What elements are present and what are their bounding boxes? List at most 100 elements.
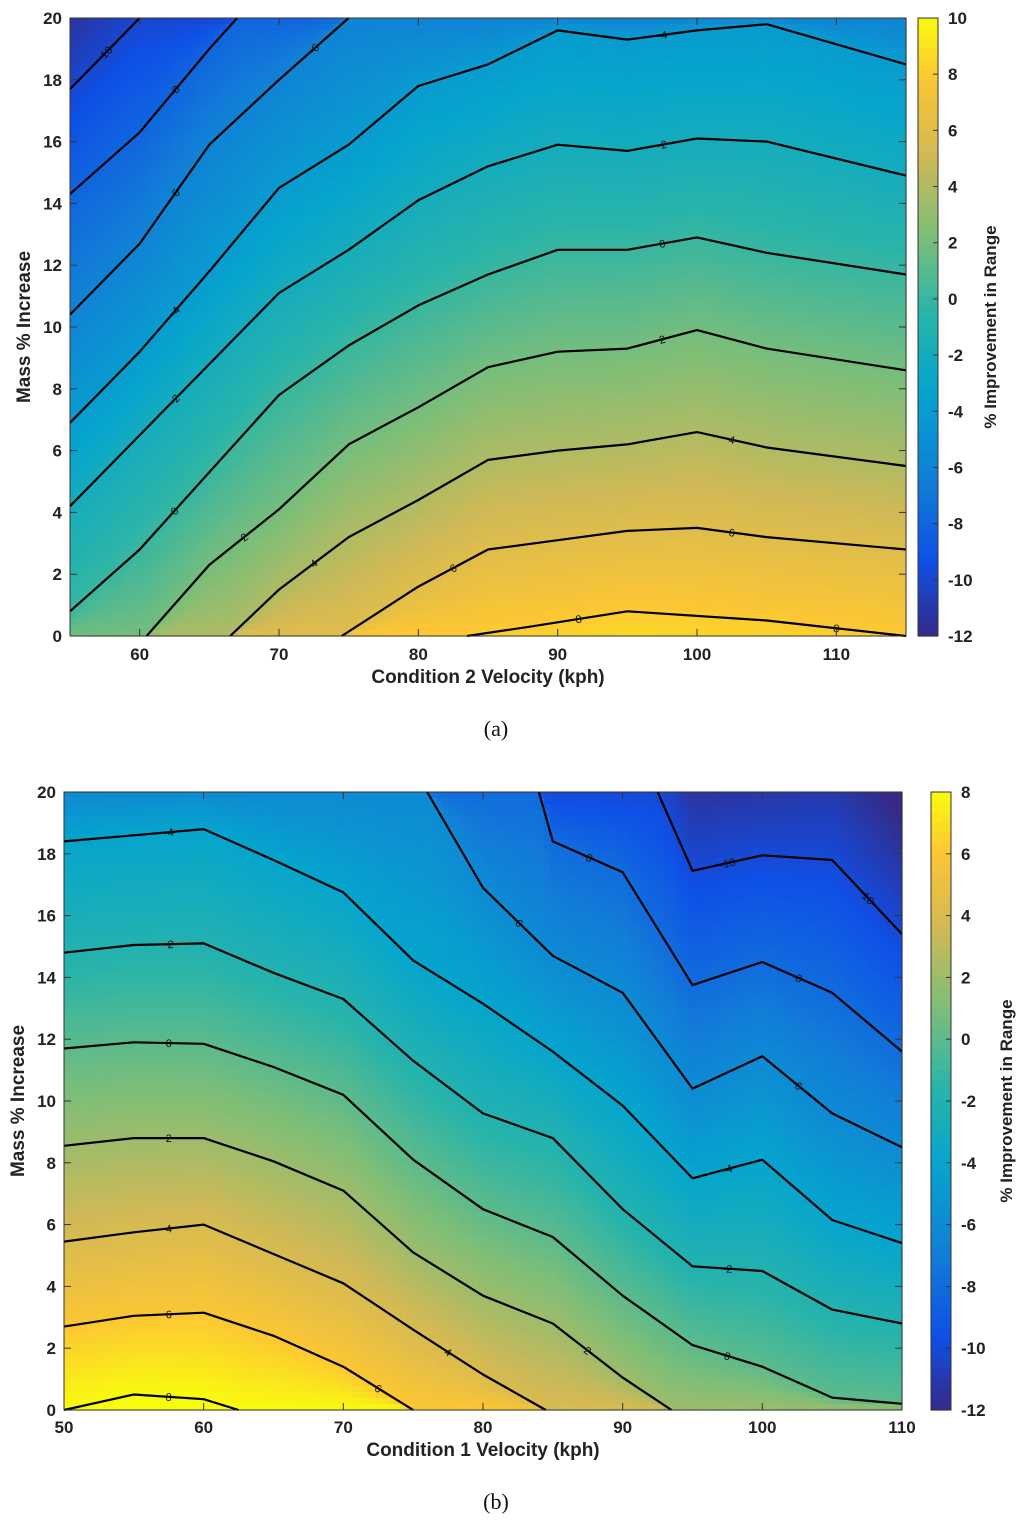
field-cell [148,30,155,37]
field-cell [100,522,107,529]
field-cell [118,306,125,313]
field-cell [118,162,125,169]
field-cell [148,204,155,211]
field-cell [94,174,101,181]
field-cell [112,480,119,487]
field-cell [142,18,149,25]
field-cell [106,216,113,223]
field-cell [88,54,95,61]
field-cell [106,516,113,523]
field-cell [106,120,113,127]
field-cell [130,558,137,565]
field-cell [130,414,137,421]
field-cell [100,198,107,205]
field-cell [136,198,143,205]
field-cell [106,426,113,433]
field-cell [124,246,131,253]
field-cell [106,24,113,31]
field-cell [88,462,95,469]
field-cell [100,180,107,187]
field-cell [130,420,137,427]
field-cell [76,384,83,391]
field-cell [82,228,89,235]
field-cell [130,222,137,229]
field-cell [100,126,107,133]
field-cell [142,258,149,265]
field-cell [106,66,113,73]
field-cell [136,78,143,85]
field-cell [88,354,95,361]
field-cell [112,348,119,355]
field-cell [130,96,137,103]
field-cell [124,306,131,313]
field-cell [112,138,119,145]
field-cell [124,324,131,331]
field-cell [88,378,95,385]
field-cell [82,426,89,433]
field-cell [142,276,149,283]
field-cell [70,276,77,283]
field-cell [70,618,77,625]
field-cell [76,228,83,235]
field-cell [106,180,113,187]
field-cell [100,594,107,601]
field-cell [94,570,101,577]
field-cell [148,168,155,175]
field-cell [106,594,113,601]
field-cell [112,246,119,253]
field-cell [100,600,107,607]
field-cell [88,144,95,151]
field-cell [88,432,95,439]
field-cell [94,612,101,619]
field-cell [118,390,125,397]
field-cell [88,384,95,391]
field-cell [70,294,77,301]
field-cell [100,606,107,613]
field-cell [94,516,101,523]
field-cell [118,132,125,139]
field-cell [130,432,137,439]
field-cell [106,90,113,97]
field-cell [118,576,125,583]
field-cell [94,348,101,355]
field-cell [148,342,155,349]
field-cell [142,378,149,385]
field-cell [148,132,155,139]
field-cell [130,348,137,355]
field-cell [100,588,107,595]
field-cell [118,384,125,391]
field-cell [100,396,107,403]
field-cell [88,108,95,115]
field-cell [124,168,131,175]
field-cell [142,162,149,169]
field-cell [142,72,149,79]
field-cell [106,366,113,373]
field-cell [70,540,77,547]
field-cell [106,342,113,349]
field-cell [124,42,131,49]
field-cell [82,264,89,271]
field-cell [130,102,137,109]
field-cell [94,216,101,223]
field-cell [82,564,89,571]
field-cell [70,210,77,217]
field-cell [88,192,95,199]
field-cell [88,504,95,511]
field-cell [82,240,89,247]
field-cell [112,498,119,505]
field-cell [124,312,131,319]
field-cell [124,378,131,385]
field-cell [136,336,143,343]
field-cell [142,66,149,73]
field-cell [142,438,149,445]
field-cell [118,48,125,55]
field-cell [100,138,107,145]
field-cell [76,108,83,115]
field-cell [82,414,89,421]
field-cell [82,378,89,385]
field-cell [94,534,101,541]
field-cell [136,378,143,385]
field-cell [124,342,131,349]
field-cell [94,312,101,319]
field-cell [76,210,83,217]
